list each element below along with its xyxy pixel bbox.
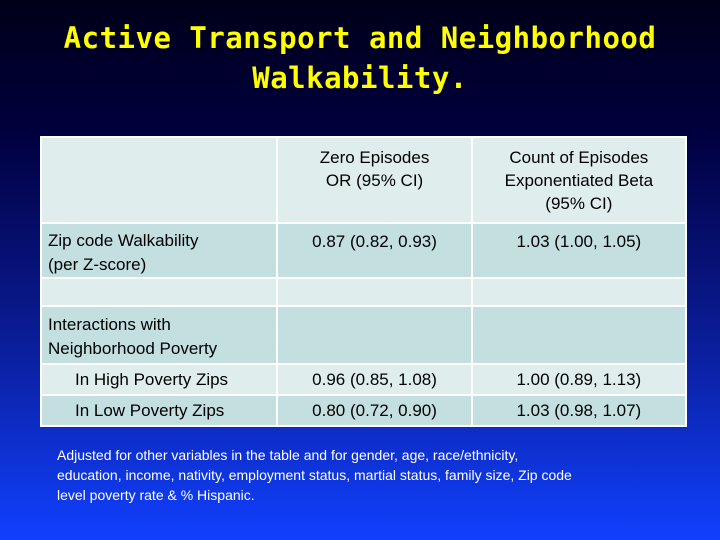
footnote: Adjusted for other variables in the tabl… [57, 445, 677, 505]
interactions-label-line2: Neighborhood Poverty [48, 339, 218, 358]
slide-title-line2: Walkability. [252, 61, 468, 95]
table-row-low-poverty: In Low Poverty Zips 0.80 (0.72, 0.90) 1.… [39, 394, 688, 427]
high-poverty-count-episodes: 1.00 (0.89, 1.13) [470, 363, 688, 396]
interactions-empty-cell [276, 305, 473, 365]
header-count-episodes-line3: (95% CI) [545, 194, 613, 213]
table-row-walkability: Zip code Walkability (per Z-score) 0.87 … [39, 222, 688, 279]
header-zero-episodes-line1: Zero Episodes [319, 148, 430, 167]
high-poverty-zero-episodes: 0.96 (0.85, 1.08) [276, 363, 473, 396]
spacer-cell [39, 277, 279, 307]
spacer-cell [470, 277, 688, 307]
footnote-line2: education, income, nativity, employment … [57, 467, 572, 483]
table-header-row: Zero Episodes OR (95% CI) Count of Episo… [39, 136, 688, 224]
interactions-label-line1: Interactions with [48, 315, 171, 334]
header-count-episodes-line1: Count of Episodes [509, 148, 649, 167]
header-empty-cell [39, 136, 279, 224]
low-poverty-label: In Low Poverty Zips [39, 394, 279, 427]
interactions-empty-cell [470, 305, 688, 365]
low-poverty-zero-episodes: 0.80 (0.72, 0.90) [276, 394, 473, 427]
spacer-cell [276, 277, 473, 307]
walkability-label-line2: (per Z-score) [48, 255, 147, 274]
slide-title: Active Transport and Neighborhood Walkab… [0, 18, 720, 98]
table-row-spacer [39, 277, 688, 307]
header-count-episodes: Count of Episodes Exponentiated Beta (95… [470, 136, 688, 224]
header-zero-episodes: Zero Episodes OR (95% CI) [276, 136, 473, 224]
table-row-high-poverty: In High Poverty Zips 0.96 (0.85, 1.08) 1… [39, 363, 688, 396]
walkability-count-episodes: 1.03 (1.00, 1.05) [470, 222, 688, 279]
walkability-label-line1: Zip code Walkability [48, 231, 199, 250]
header-count-episodes-line2: Exponentiated Beta [504, 171, 654, 190]
low-poverty-count-episodes: 1.03 (0.98, 1.07) [470, 394, 688, 427]
walkability-label: Zip code Walkability (per Z-score) [39, 222, 279, 279]
walkability-zero-episodes: 0.87 (0.82, 0.93) [276, 222, 473, 279]
footnote-line3: level poverty rate & % Hispanic. [57, 487, 255, 503]
table-row-interactions: Interactions with Neighborhood Poverty [39, 305, 688, 365]
header-zero-episodes-line2: OR (95% CI) [325, 171, 424, 190]
high-poverty-label: In High Poverty Zips [39, 363, 279, 396]
interactions-label: Interactions with Neighborhood Poverty [39, 305, 279, 365]
results-table: Zero Episodes OR (95% CI) Count of Episo… [39, 136, 688, 427]
footnote-line1: Adjusted for other variables in the tabl… [57, 447, 519, 463]
slide-title-line1: Active Transport and Neighborhood [63, 21, 657, 55]
